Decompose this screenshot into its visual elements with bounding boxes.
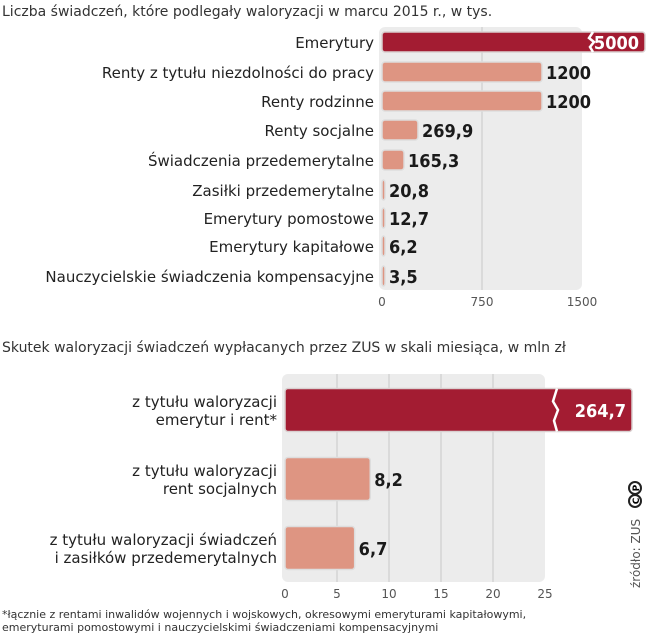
category-label: Renty rodzinne [261, 93, 374, 111]
bar [381, 235, 386, 257]
bar-highlight [284, 387, 633, 433]
axis-break-icon [551, 388, 560, 432]
axis-break-icon [587, 31, 596, 53]
x-tick-label: 750 [471, 295, 494, 309]
category-label: z tytułu waloryzacji [132, 393, 277, 411]
x-tick-label: 15 [433, 587, 448, 601]
svg-text:P: P [632, 484, 642, 491]
category-label: Renty z tytułu niezdolności do pracy [102, 64, 374, 82]
x-tick-label: 0 [281, 587, 289, 601]
data-label: 6,7 [359, 539, 388, 560]
bar [381, 61, 543, 83]
category-label: Emerytury kapitałowe [209, 238, 374, 256]
bar-highlight [381, 31, 646, 53]
category-label: i zasiłków przedemerytalnych [55, 549, 277, 567]
chart-title: Liczba świadczeń, które podlegały walory… [2, 4, 492, 20]
category-label: Świadczenia przedemerytalne [148, 151, 374, 170]
data-label: 6,2 [389, 237, 418, 258]
data-label: 8,2 [374, 470, 403, 491]
data-label: 1200 [546, 92, 591, 113]
logo-cp: CP [628, 481, 642, 508]
category-label: z tytułu waloryzacji [132, 462, 277, 480]
footnote: emeryturami pomostowymi i nauczycielskim… [2, 621, 438, 634]
data-label: 269,9 [422, 121, 473, 142]
category-label: Emerytury [295, 34, 374, 52]
category-label: emerytur i rent* [156, 411, 278, 429]
data-label: 12,7 [389, 209, 429, 230]
svg-text:C: C [632, 497, 642, 504]
source-label: źródło: ZUS [629, 519, 643, 588]
category-label: Emerytury pomostowe [204, 210, 374, 228]
bar [381, 207, 386, 229]
chart-title: Skutek waloryzacji świadczeń wypłacanych… [2, 340, 566, 356]
data-label: 165,3 [408, 151, 459, 172]
bar [381, 265, 386, 287]
data-label: 20,8 [389, 181, 429, 202]
data-label: 264,7 [575, 401, 626, 422]
x-tick-label: 20 [485, 587, 500, 601]
x-tick-label: 1500 [567, 295, 598, 309]
data-label: 3,5 [389, 267, 418, 288]
bar [284, 525, 356, 571]
bar [381, 119, 419, 141]
category-label: Renty socjalne [264, 122, 374, 140]
data-label: 5000 [594, 33, 639, 54]
bar [381, 149, 405, 171]
bar [381, 179, 386, 201]
x-tick-label: 10 [381, 587, 396, 601]
bar [284, 456, 372, 502]
bar [381, 90, 543, 112]
x-tick-label: 5 [333, 587, 341, 601]
category-label: Zasiłki przedemerytalne [192, 182, 374, 200]
category-label: z tytułu waloryzacji świadczeń [50, 531, 277, 549]
data-label: 1200 [546, 63, 591, 84]
footnote: *łącznie z rentami inwalidów wojennych i… [2, 608, 526, 621]
x-tick-label: 25 [537, 587, 552, 601]
category-label: Nauczycielskie świadczenia kompensacyjne [45, 268, 374, 286]
category-label: rent socjalnych [163, 480, 277, 498]
x-tick-label: 0 [378, 295, 386, 309]
